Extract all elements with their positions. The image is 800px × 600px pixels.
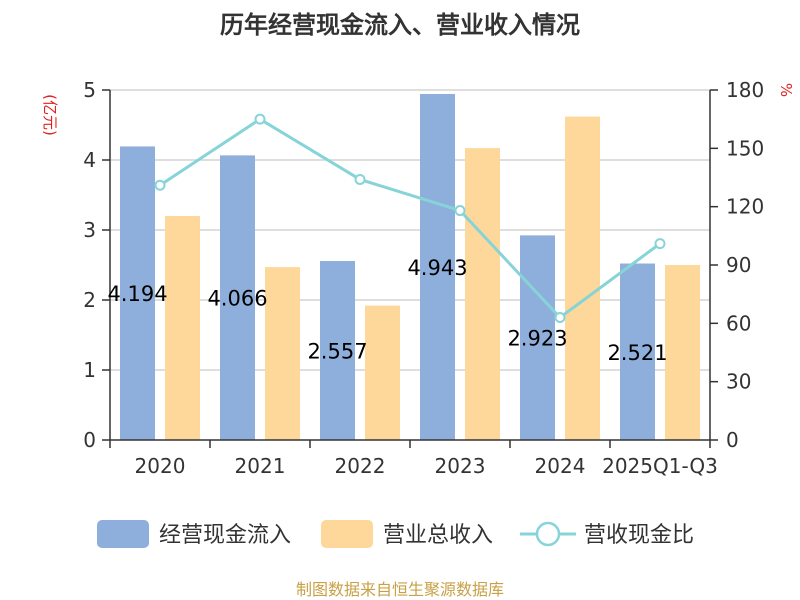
- cash-inflow-data-label: 2.557: [307, 340, 367, 364]
- cash-inflow-data-label: 4.943: [407, 256, 467, 280]
- right-axis-tick-label: 150: [726, 136, 764, 160]
- right-axis-tick-label: 180: [726, 78, 764, 102]
- bar-total-revenue: [565, 116, 600, 440]
- x-axis-category-label: 2024: [535, 454, 586, 478]
- bar-total-revenue: [265, 267, 300, 440]
- ratio-point: [654, 238, 666, 250]
- bar-cash-inflow: [420, 93, 455, 441]
- legend-swatch: [321, 520, 373, 548]
- right-axis-tick-label: 0: [726, 428, 739, 452]
- cash-inflow-data-label: 4.066: [207, 287, 267, 311]
- bar-total-revenue: [165, 216, 200, 440]
- right-axis-tick-label: 60: [726, 311, 751, 335]
- x-axis-category-label: 2021: [235, 454, 286, 478]
- bar-cash-inflow: [220, 155, 255, 440]
- right-axis-tick-label: 120: [726, 195, 764, 219]
- bar-cash-inflow: [520, 235, 555, 440]
- chart-title: 历年经营现金流入、营业收入情况: [220, 11, 580, 39]
- legend-label: 营业总收入: [383, 523, 493, 548]
- ratio-point: [154, 179, 166, 191]
- axes-group: 0 1 2 3 4 5 0 30 60 90 120 150 180 2020 2021 2022 2023 20…: [83, 78, 764, 478]
- x-axis-category-label: 2022: [335, 454, 386, 478]
- legend-marker: [535, 521, 561, 547]
- left-axis-tick-label: 1: [83, 358, 96, 382]
- left-axis-tick-label: 0: [83, 428, 96, 452]
- right-axis-unit: %: [777, 83, 795, 97]
- grid-lines: [110, 89, 710, 371]
- left-axis-tick-label: 3: [83, 218, 96, 242]
- ratio-line-group: [154, 113, 666, 323]
- ratio-point: [254, 113, 266, 125]
- legend: 经营现金流入 营业总收入 营收现金比: [97, 520, 694, 548]
- left-axis-tick-label: 4: [83, 148, 96, 172]
- data-labels-group: 4.194 4.066 2.557 4.943 2.923 2.521: [107, 256, 667, 365]
- right-axis-tick-label: 30: [726, 370, 751, 394]
- bar-total-revenue: [365, 305, 400, 440]
- legend-label: 营收现金比: [584, 523, 694, 548]
- ratio-point: [554, 312, 566, 323]
- cash-inflow-data-label: 2.521: [607, 341, 667, 365]
- bar-cash-inflow: [620, 263, 655, 440]
- cash-inflow-data-label: 4.194: [107, 282, 167, 306]
- bars-group: [120, 93, 700, 441]
- ratio-point: [454, 205, 466, 217]
- bar-cash-inflow: [120, 146, 155, 441]
- bar-total-revenue: [465, 148, 500, 440]
- source-note: 制图数据来自恒生聚源数据库: [296, 580, 504, 599]
- right-axis-tick-label: 90: [726, 253, 751, 277]
- bar-cash-inflow: [320, 261, 355, 440]
- x-axis-category-label: 2025Q1-Q3: [602, 454, 718, 478]
- legend-label: 经营现金流入: [159, 523, 291, 548]
- ratio-point: [354, 173, 366, 185]
- left-axis-tick-label: 2: [83, 288, 96, 312]
- left-axis-tick-label: 5: [83, 78, 96, 102]
- legend-swatch: [97, 520, 149, 548]
- x-axis-category-label: 2020: [135, 454, 186, 478]
- left-axis-unit: (亿元): [41, 94, 59, 136]
- bar-total-revenue: [665, 265, 700, 440]
- ratio-line: [159, 117, 661, 320]
- cash-inflow-data-label: 2.923: [507, 327, 567, 351]
- x-axis-category-label: 2023: [435, 454, 486, 478]
